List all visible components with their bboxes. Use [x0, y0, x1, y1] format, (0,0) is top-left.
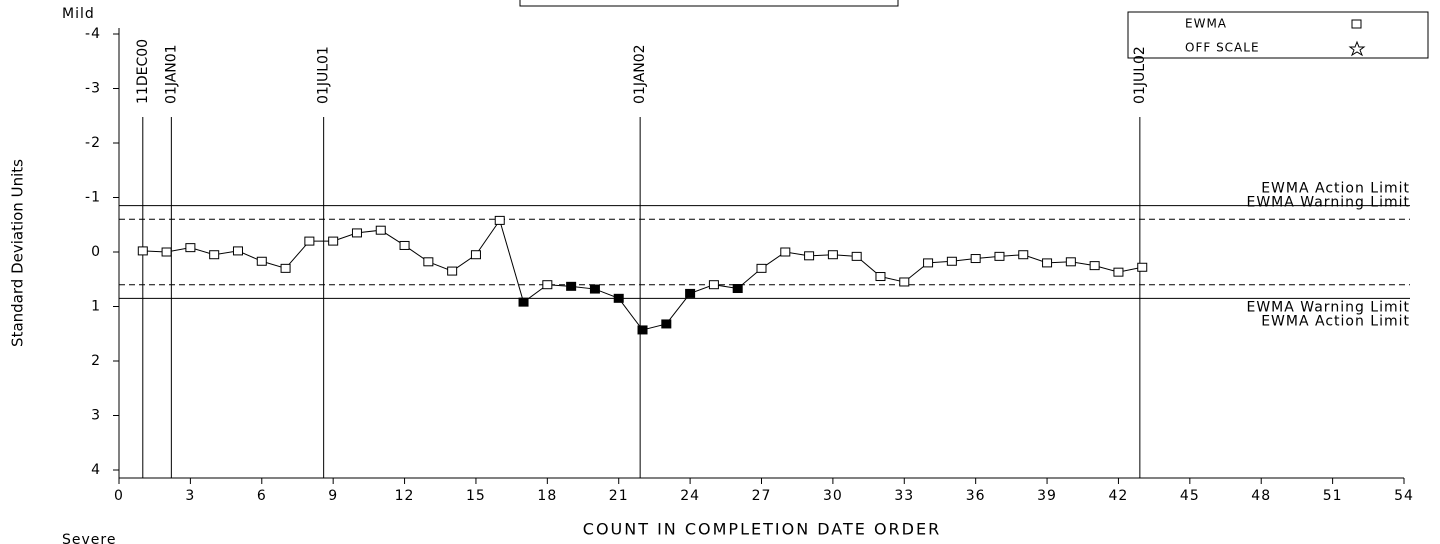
x-tick-label: 48	[1251, 488, 1271, 504]
legend-label: OFF SCALE	[1185, 41, 1260, 55]
legend-marker	[1348, 40, 1366, 57]
date-label: 01JAN02	[632, 44, 648, 104]
series-line	[142, 219, 1143, 331]
data-point	[256, 256, 267, 266]
x-axis-label: COUNT IN COMPLETION DATE ORDER	[583, 520, 941, 539]
data-point	[708, 280, 719, 290]
y-tick-label: 0	[91, 244, 101, 260]
data-point	[280, 263, 291, 273]
data-point	[946, 256, 957, 266]
data-point	[423, 257, 434, 267]
x-tick-label: 42	[1109, 488, 1129, 504]
x-tick-label: 0	[114, 488, 124, 504]
data-point	[137, 246, 148, 256]
data-point	[732, 284, 743, 294]
data-point	[804, 251, 815, 261]
data-point	[185, 243, 196, 253]
y-tick-label: 2	[91, 353, 101, 369]
data-point	[232, 246, 243, 256]
data-point	[994, 251, 1005, 261]
legend-marker	[1351, 19, 1362, 29]
date-label: 01JAN01	[163, 44, 179, 104]
data-point	[161, 247, 172, 257]
data-point	[304, 236, 315, 246]
x-tick-label: 33	[894, 488, 914, 504]
limit-label: EWMA Warning Limit	[1246, 300, 1410, 316]
top-label: Mild	[62, 6, 95, 22]
data-point	[756, 263, 767, 273]
data-point	[1042, 258, 1053, 268]
data-point	[827, 250, 838, 260]
data-point	[637, 325, 648, 335]
y-tick-label: -3	[85, 81, 101, 97]
data-point	[780, 247, 791, 257]
legend-box	[1127, 11, 1429, 59]
data-point	[1018, 250, 1029, 260]
limit-label: EWMA Action Limit	[1261, 313, 1410, 329]
date-label: 01JUL02	[1132, 46, 1148, 104]
x-tick-label: 45	[1180, 488, 1200, 504]
data-point	[209, 250, 220, 260]
limit-label: EWMA Warning Limit	[1246, 194, 1410, 210]
data-point	[661, 319, 672, 329]
x-tick-label: 6	[257, 488, 267, 504]
y-tick-label: 4	[91, 462, 101, 478]
data-point	[613, 293, 624, 303]
data-point	[375, 225, 386, 235]
x-tick-label: 39	[1037, 488, 1057, 504]
title-box	[519, 0, 899, 7]
data-point	[851, 251, 862, 261]
x-tick-label: 27	[752, 488, 772, 504]
y-tick-label: -1	[85, 190, 101, 206]
y-tick-label: -4	[85, 26, 101, 42]
data-point	[1137, 262, 1148, 272]
data-point	[1089, 261, 1100, 271]
data-point	[470, 250, 481, 260]
data-point	[542, 280, 553, 290]
data-point	[899, 277, 910, 287]
date-label: 11DEC00	[135, 39, 151, 104]
legend-label: EWMA	[1185, 17, 1227, 31]
data-point	[685, 288, 696, 298]
data-point	[494, 215, 505, 225]
x-tick-label: 36	[966, 488, 986, 504]
x-tick-label: 54	[1394, 488, 1414, 504]
data-point	[328, 236, 339, 246]
y-tick-label: 1	[91, 299, 101, 315]
x-tick-label: 51	[1323, 488, 1343, 504]
y-tick-label: 3	[91, 408, 101, 424]
x-tick-label: 9	[328, 488, 338, 504]
data-point	[399, 240, 410, 250]
bottom-label: Severe	[62, 532, 116, 544]
x-tick-label: 24	[680, 488, 700, 504]
data-point	[875, 272, 886, 282]
data-point	[1113, 267, 1124, 277]
data-point	[566, 281, 577, 291]
x-tick-label: 18	[537, 488, 557, 504]
x-tick-label: 15	[466, 488, 486, 504]
x-tick-label: 30	[823, 488, 843, 504]
x-tick-label: 3	[185, 488, 195, 504]
data-point	[518, 297, 529, 307]
date-label: 01JUL01	[316, 46, 332, 104]
y-tick-label: -2	[85, 135, 101, 151]
data-point	[447, 266, 458, 276]
data-point	[1065, 257, 1076, 267]
data-point	[923, 258, 934, 268]
data-point	[970, 254, 981, 264]
limit-label: EWMA Action Limit	[1261, 181, 1410, 197]
data-point	[589, 284, 600, 294]
data-point	[351, 228, 362, 238]
x-tick-label: 21	[609, 488, 629, 504]
x-tick-label: 12	[395, 488, 415, 504]
y-axis-label: Standard Deviation Units	[9, 159, 27, 347]
